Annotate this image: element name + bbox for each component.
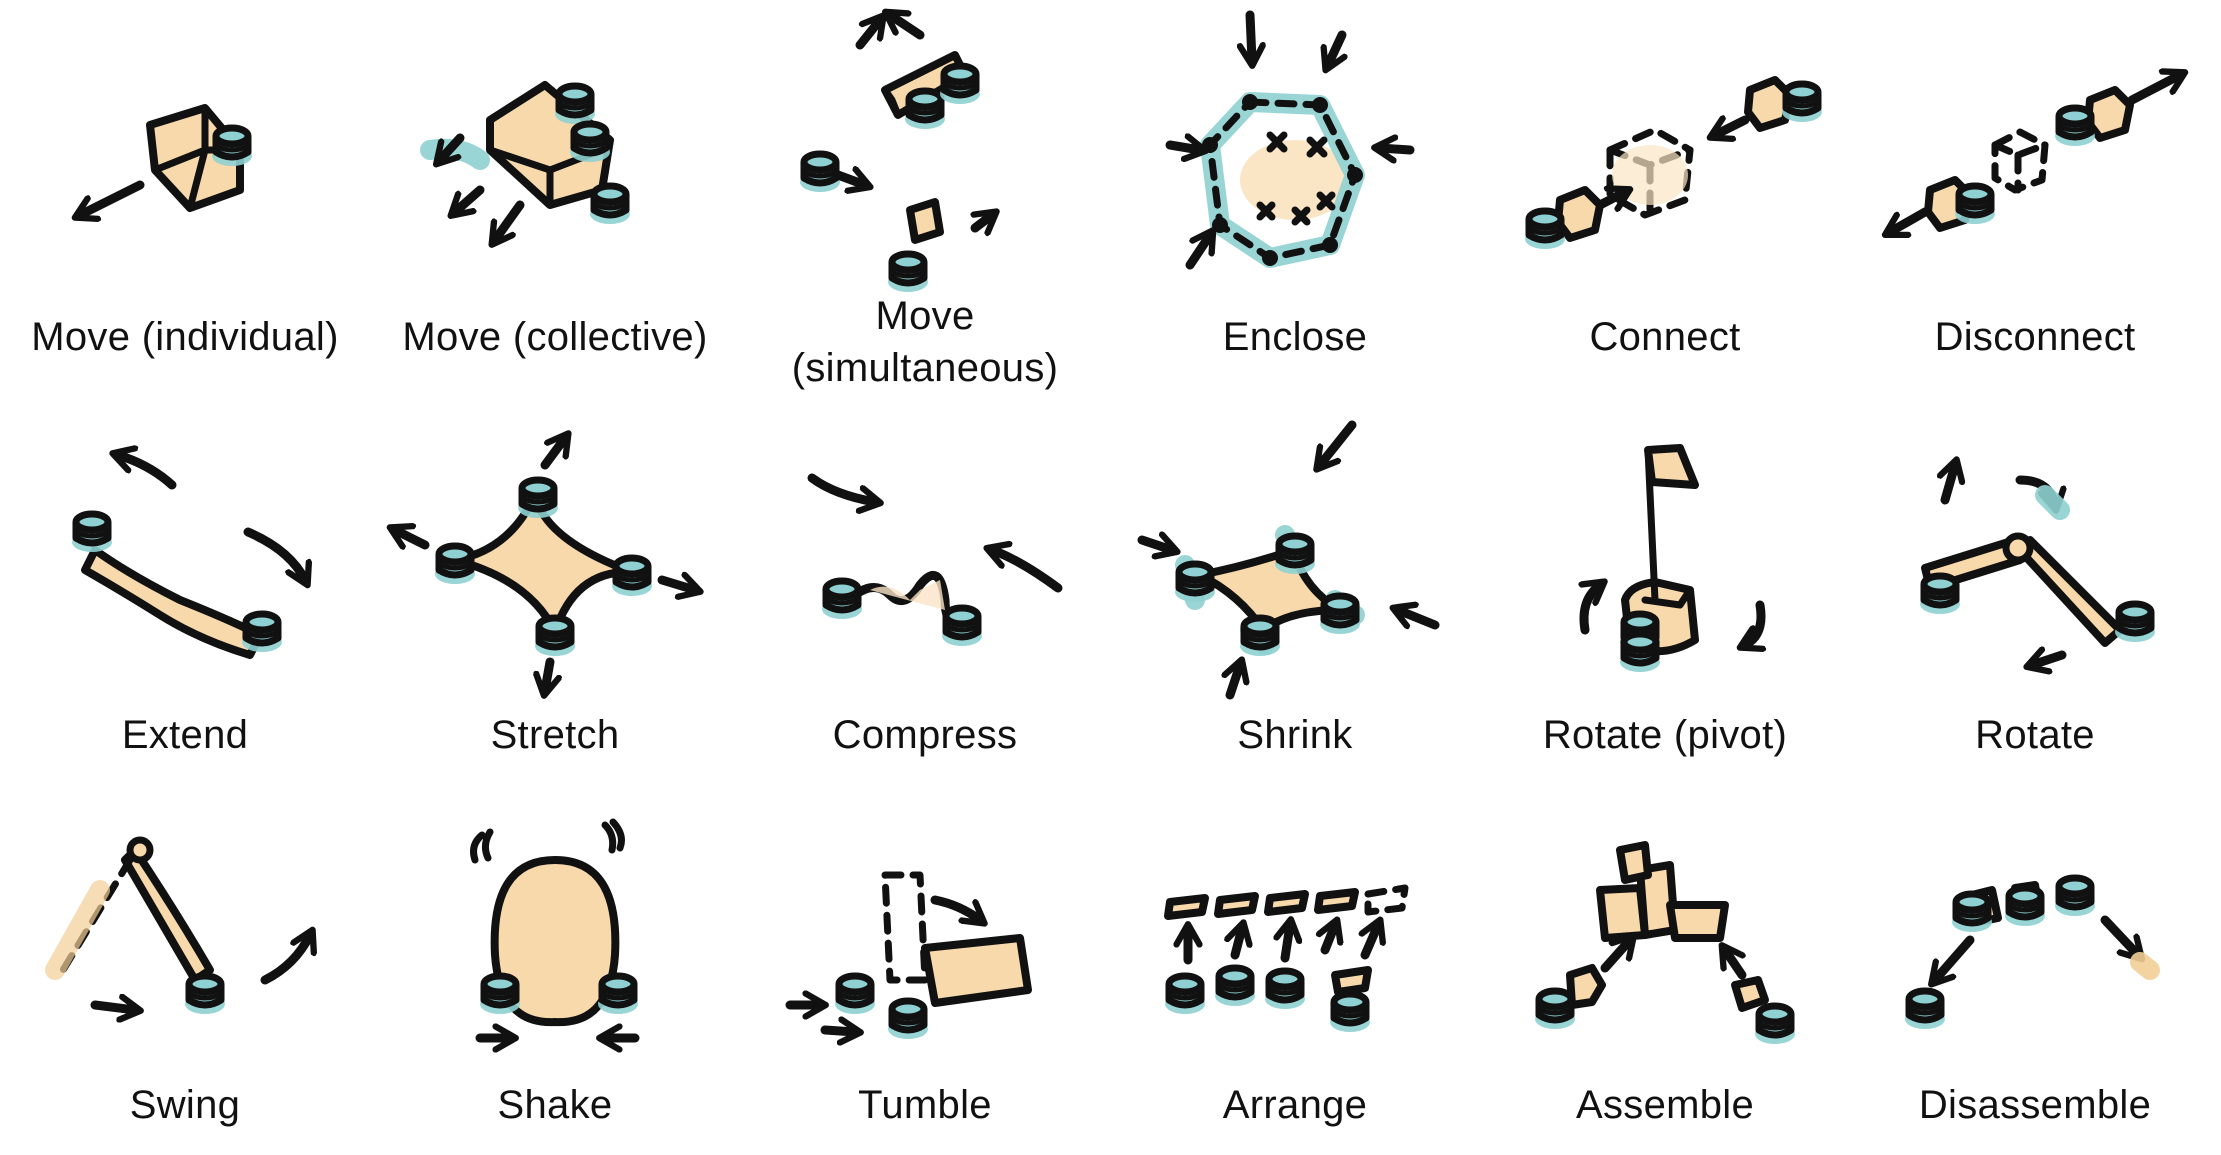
cell-shrink: Shrink	[1110, 400, 1480, 780]
cell-connect: Connect	[1480, 0, 1850, 390]
arrange-illustration	[1110, 884, 1409, 1090]
disassemble-illustration	[1850, 790, 2160, 1090]
label-assemble: Assemble	[1575, 1083, 1755, 1127]
cell-enclose: Enclose	[1110, 0, 1480, 390]
label-disassemble: Disassemble	[1918, 1083, 2152, 1127]
connect-illustration	[1480, 76, 1850, 300]
swing-illustration	[45, 836, 370, 1090]
cell-disconnect: Disconnect	[1850, 0, 2220, 390]
label-arrange: Arrange	[1222, 1083, 1368, 1127]
label-move-simultaneous: Move (simultaneous)	[740, 290, 1110, 394]
label-rotate-pivot: Rotate (pivot)	[1542, 713, 1788, 757]
label-move-simultaneous-line1: Move	[875, 294, 975, 338]
tumble-illustration	[785, 871, 1032, 1090]
cell-assemble: Assemble	[1480, 790, 1850, 1155]
cell-move-simultaneous: Move (simultaneous)	[740, 0, 1110, 400]
move-collective-illustration	[420, 81, 740, 300]
label-move-simultaneous-line2: (simultaneous)	[791, 346, 1059, 390]
move-individual-illustration	[0, 104, 370, 300]
label-rotate: Rotate	[1975, 713, 2095, 757]
enclose-illustration	[1165, 10, 1415, 270]
cell-disassemble: Disassemble	[1850, 790, 2220, 1155]
compress-illustration	[807, 473, 1063, 700]
cell-swing: Swing	[0, 790, 370, 1155]
rotate-illustration	[1850, 400, 2220, 700]
label-move-collective: Move (collective)	[402, 315, 708, 359]
rotate-pivot-illustration	[1480, 444, 1850, 700]
label-disconnect: Disconnect	[1934, 315, 2136, 359]
extend-illustration	[0, 400, 370, 659]
label-connect: Connect	[1589, 315, 1741, 359]
cell-tumble: Tumble	[740, 790, 1110, 1155]
assemble-illustration	[1480, 841, 1850, 1090]
disconnect-illustration	[1850, 0, 2220, 300]
label-shrink: Shrink	[1237, 713, 1353, 757]
cell-rotate-pivot: Rotate (pivot)	[1480, 400, 1850, 780]
cell-move-collective: Move (collective)	[370, 0, 740, 390]
label-compress: Compress	[832, 713, 1018, 757]
shake-illustration	[470, 818, 740, 1090]
label-shake: Shake	[497, 1083, 613, 1127]
cell-stretch: Stretch	[370, 400, 740, 780]
cell-extend: Extend	[0, 400, 370, 780]
move-simultaneous-illustration	[740, 0, 1110, 300]
shrink-illustration	[1137, 420, 1440, 700]
stretch-illustration	[370, 400, 740, 700]
cell-rotate: Rotate	[1850, 400, 2220, 780]
label-stretch: Stretch	[490, 713, 620, 757]
cell-arrange: Arrange	[1110, 790, 1480, 1155]
label-extend: Extend	[121, 713, 249, 757]
cell-shake: Shake	[370, 790, 740, 1155]
cell-compress: Compress	[740, 400, 1110, 780]
label-move-individual: Move (individual)	[31, 315, 339, 359]
label-swing: Swing	[129, 1083, 241, 1127]
label-enclose: Enclose	[1222, 315, 1368, 359]
cell-move-individual: Move (individual)	[0, 0, 370, 390]
label-tumble: Tumble	[858, 1083, 992, 1127]
